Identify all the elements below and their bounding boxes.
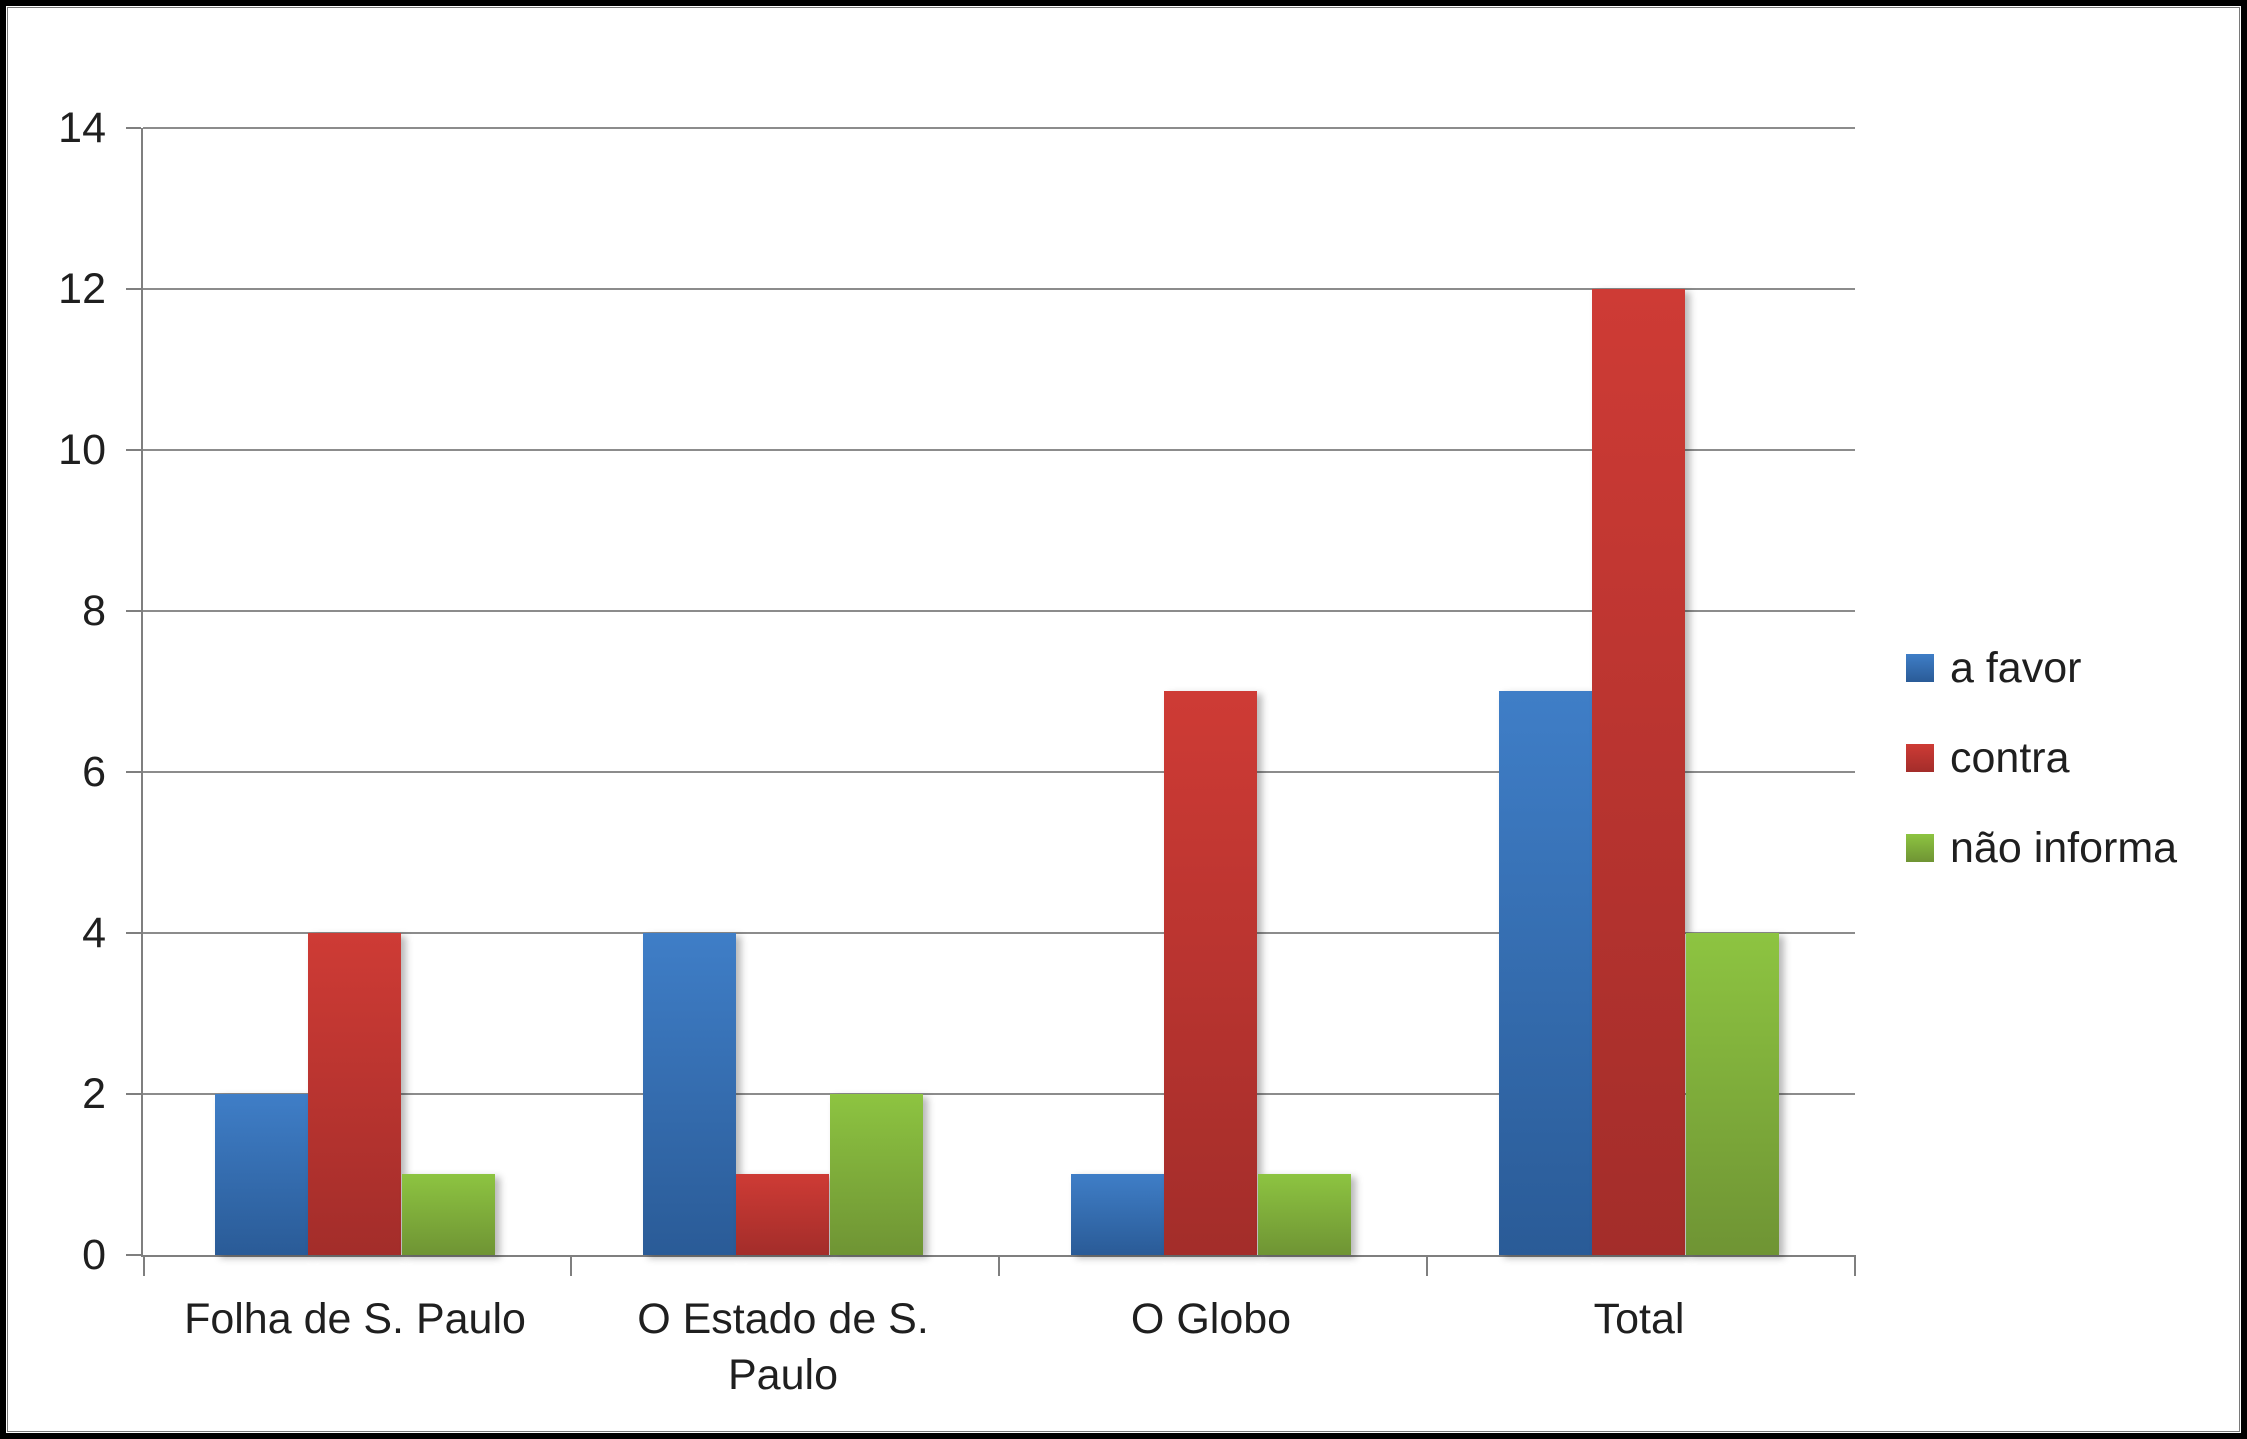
y-axis-tick-10 bbox=[126, 449, 141, 451]
y-tick-label-6: 6 bbox=[82, 748, 106, 796]
legend-item-a-favor: a favor bbox=[1906, 642, 2177, 694]
gridline-14 bbox=[143, 127, 1855, 129]
y-tick-label-0: 0 bbox=[82, 1231, 106, 1279]
y-tick-label-12: 12 bbox=[58, 265, 106, 313]
category-label-O-Globo: O Globo bbox=[997, 1291, 1425, 1347]
y-axis-tick-2 bbox=[126, 1093, 141, 1095]
legend-marker-icon bbox=[1906, 654, 1934, 682]
plot-area bbox=[126, 127, 1856, 1276]
bar-não-informa-O-Globo bbox=[1258, 1174, 1351, 1255]
legend-label: não informa bbox=[1950, 823, 2178, 872]
category-label-line: Folha de S. Paulo bbox=[184, 1295, 526, 1343]
gridline-10 bbox=[143, 449, 1855, 451]
y-tick-label-14: 14 bbox=[58, 104, 106, 152]
gridline-6 bbox=[143, 771, 1855, 773]
legend-item-não-informa: não informa bbox=[1906, 822, 2177, 874]
y-axis-tick-8 bbox=[126, 610, 141, 612]
category-label-O-Estado-de-S.-Paulo: O Estado de S. Paulo bbox=[569, 1291, 997, 1403]
gridline-2 bbox=[143, 1093, 1855, 1095]
legend: a favor contra não informa bbox=[1906, 642, 2177, 912]
y-axis-tick-6 bbox=[126, 771, 141, 773]
x-axis-tick-4 bbox=[1854, 1255, 1856, 1276]
x-axis-tick-2 bbox=[998, 1255, 1000, 1276]
y-tick-label-10: 10 bbox=[58, 426, 106, 474]
legend-marker-icon bbox=[1906, 744, 1934, 772]
bar-a-favor-Total bbox=[1499, 691, 1592, 1255]
y-axis-tick-4 bbox=[126, 932, 141, 934]
category-label-line: O Globo bbox=[1130, 1295, 1292, 1343]
legend-label: a favor bbox=[1950, 643, 2082, 692]
category-label-line: O Estado de S. bbox=[637, 1295, 929, 1343]
bar-a-favor-O-Estado-de-S.-Paulo bbox=[643, 933, 736, 1255]
bar-contra-Total bbox=[1592, 289, 1685, 1255]
category-label-line: Total bbox=[1593, 1295, 1685, 1343]
gridline-8 bbox=[143, 610, 1855, 612]
legend-label: contra bbox=[1950, 733, 2070, 782]
bar-não-informa-Total bbox=[1686, 933, 1779, 1255]
y-axis-tick-12 bbox=[126, 288, 141, 290]
bar-a-favor-O-Globo bbox=[1071, 1174, 1164, 1255]
category-label-Folha-de-S.-Paulo: Folha de S. Paulo bbox=[141, 1291, 569, 1347]
y-tick-label-8: 8 bbox=[82, 587, 106, 635]
x-axis-tick-1 bbox=[570, 1255, 572, 1276]
y-tick-label-2: 2 bbox=[82, 1070, 106, 1118]
gridline-12 bbox=[143, 288, 1855, 290]
y-tick-label-4: 4 bbox=[82, 909, 106, 957]
legend-marker-icon bbox=[1906, 834, 1934, 862]
category-label-line: Paulo bbox=[728, 1351, 838, 1399]
legend-item-contra: contra bbox=[1906, 732, 2177, 784]
bar-contra-O-Globo bbox=[1164, 691, 1257, 1255]
x-axis-tick-0 bbox=[143, 1255, 145, 1276]
bar-a-favor-Folha-de-S.-Paulo bbox=[215, 1094, 308, 1255]
y-axis-tick-14 bbox=[126, 127, 141, 129]
bar-não-informa-Folha-de-S.-Paulo bbox=[402, 1174, 495, 1255]
y-axis-tick-0 bbox=[126, 1254, 141, 1256]
bar-contra-O-Estado-de-S.-Paulo bbox=[736, 1174, 829, 1255]
gridline-4 bbox=[143, 932, 1855, 934]
x-axis-tick-3 bbox=[1426, 1255, 1428, 1276]
bar-contra-Folha-de-S.-Paulo bbox=[308, 933, 401, 1255]
bar-não-informa-O-Estado-de-S.-Paulo bbox=[830, 1094, 923, 1255]
category-label-Total: Total bbox=[1425, 1291, 1853, 1347]
